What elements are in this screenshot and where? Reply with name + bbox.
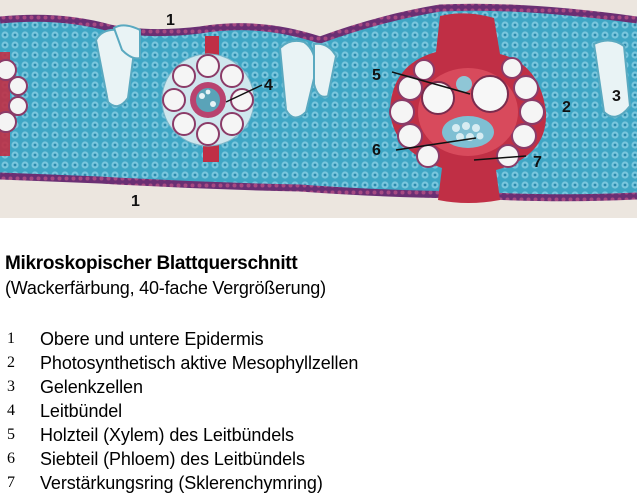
legend-number: 6 [7, 450, 15, 467]
legend-text: Obere und untere Epidermis [40, 329, 264, 349]
caption-title: Mikroskopischer Blattquerschnitt [5, 253, 298, 274]
legend-item: 6 Siebteil (Phloem) des Leitbündels [0, 447, 637, 471]
figure-labels: 1 1 2 3 4 5 6 7 [131, 12, 621, 210]
legend-number: 5 [7, 426, 15, 443]
legend-text: Leitbündel [40, 401, 123, 421]
vascular-bundle-left-edge [0, 59, 28, 133]
legend-list: 1 Obere und untere Epidermis 2 Photosynt… [0, 327, 637, 495]
legend-number: 3 [7, 378, 15, 395]
label-6: 6 [372, 142, 381, 159]
bulliform-cells [94, 24, 632, 119]
legend-text: Holzteil (Xylem) des Leitbündels [40, 425, 294, 445]
legend-number: 1 [7, 330, 15, 347]
legend-text: Photosynthetisch aktive Mesophyllzellen [40, 353, 359, 373]
legend-item: 5 Holzteil (Xylem) des Leitbündels [0, 423, 637, 447]
pointer-lines [225, 71, 527, 161]
legend-text: Siebteil (Phloem) des Leitbündels [40, 449, 305, 469]
legend-item: 7 Verstärkungsring (Sklerenchymring) [0, 471, 637, 495]
legend-item: 4 Leitbündel [0, 399, 637, 423]
label-7: 7 [533, 154, 542, 171]
legend-text: Verstärkungsring (Sklerenchymring) [40, 473, 323, 493]
label-2: 2 [562, 99, 571, 116]
caption: Mikroskopischer Blattquerschnitt (Wacker… [5, 252, 625, 300]
legend-number: 4 [7, 402, 15, 419]
label-1-top: 1 [166, 12, 175, 29]
vascular-bundle-large [389, 13, 547, 203]
label-4: 4 [264, 77, 273, 94]
label-5: 5 [372, 67, 381, 84]
leaf-cross-section-micrograph: 1 1 2 3 4 5 6 7 [0, 0, 637, 218]
sclerenchyma-strands [0, 36, 219, 162]
label-3: 3 [612, 88, 621, 105]
label-1-bottom: 1 [131, 193, 140, 210]
vascular-bundle-small [161, 53, 255, 147]
legend-item: 3 Gelenkzellen [0, 375, 637, 399]
caption-subtitle: (Wackerfärbung, 40-fache Vergrößerung) [5, 278, 326, 298]
legend-item: 2 Photosynthetisch aktive Mesophyllzelle… [0, 351, 637, 375]
legend-item: 1 Obere und untere Epidermis [0, 327, 637, 351]
legend-number: 7 [7, 474, 15, 491]
legend-number: 2 [7, 354, 15, 371]
legend-text: Gelenkzellen [40, 377, 143, 397]
